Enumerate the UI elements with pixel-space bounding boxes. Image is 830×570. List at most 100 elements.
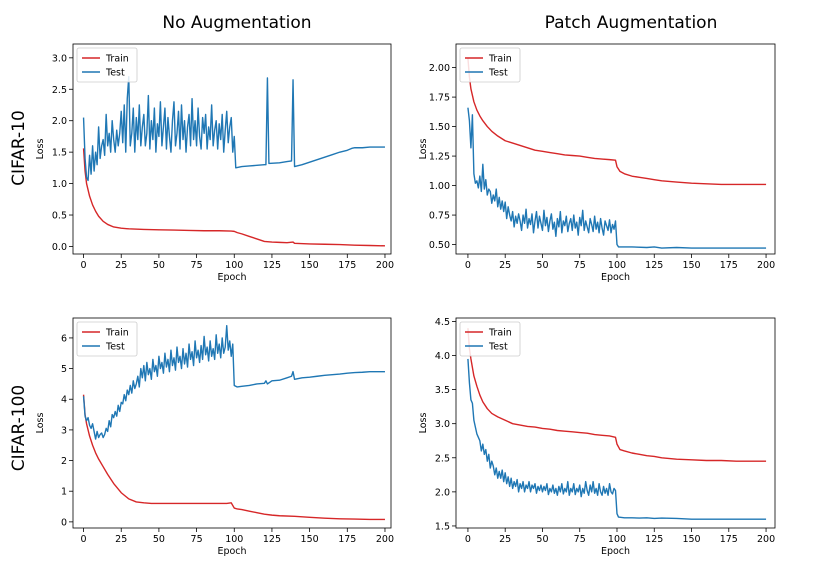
chart-panel: 0 25 50 75 100 125 150 175 200 0.0 0.5 1.0 1.5 2.0 2.5… xyxy=(35,43,394,283)
x-axis-label: Epoch xyxy=(601,546,630,557)
x-tick-label: 75 xyxy=(191,534,203,545)
y-tick-label: 1.5 xyxy=(435,521,450,532)
legend-box xyxy=(459,47,521,83)
x-tick-label: 150 xyxy=(301,534,319,545)
x-tick-label: 175 xyxy=(338,534,356,545)
col-title-no-augmentation: No Augmentation xyxy=(162,13,311,33)
y-tick-label: 1.50 xyxy=(429,122,450,133)
y-tick-label: 5 xyxy=(61,364,67,375)
y-axis-label: Loss xyxy=(418,413,429,434)
legend-label-test: Test xyxy=(105,68,125,79)
y-tick-label: 3.0 xyxy=(435,419,450,430)
x-tick-label: 125 xyxy=(645,534,663,545)
x-tick-label: 175 xyxy=(720,534,738,545)
y-tick-label: 4.0 xyxy=(435,351,450,362)
x-tick-label: 150 xyxy=(682,534,700,545)
x-tick-label: 175 xyxy=(338,260,356,271)
legend-label-test: Test xyxy=(105,342,125,353)
y-tick-label: 0.75 xyxy=(429,211,450,222)
chart-panel: 0 25 50 75 100 125 150 175 200 1.5 2.0 2.5 3.0 3.5 4.0… xyxy=(418,317,776,557)
chart-panel: 0 25 50 75 100 125 150 175 200 0 1 2 3 4 5 6 Epoch Loss Tr… xyxy=(35,317,394,557)
chart-panel: 0 25 50 75 100 125 150 175 200 0.50 0.75 1.00 1.25 1.… xyxy=(418,43,776,283)
x-tick-label: 25 xyxy=(115,534,127,545)
legend-box xyxy=(76,47,138,83)
series-line-train xyxy=(82,394,385,521)
x-tick-label: 0 xyxy=(465,534,471,545)
series-line-test xyxy=(467,358,767,520)
series-line-train xyxy=(82,148,385,247)
x-tick-label: 200 xyxy=(376,534,394,545)
axes-frame xyxy=(455,317,776,529)
legend: Train Test xyxy=(76,321,138,357)
x-tick-label: 200 xyxy=(757,534,775,545)
y-tick-label: 2 xyxy=(61,456,67,467)
x-axis-label: Epoch xyxy=(217,546,246,557)
x-tick-label: 100 xyxy=(608,260,626,271)
y-tick-label: 1.5 xyxy=(52,148,67,159)
x-tick-label: 75 xyxy=(574,260,586,271)
y-tick-label: 0.5 xyxy=(52,211,67,222)
x-tick-label: 175 xyxy=(720,260,738,271)
legend: Train Test xyxy=(459,321,521,357)
y-tick-label: 1.00 xyxy=(429,181,450,192)
legend: Train Test xyxy=(76,47,138,83)
axes-frame xyxy=(72,43,392,255)
row-title-cifar-10: CIFAR-10 xyxy=(9,110,29,186)
y-axis-label: Loss xyxy=(35,139,46,160)
y-tick-label: 3.5 xyxy=(435,385,450,396)
x-tick-label: 100 xyxy=(225,260,243,271)
y-tick-label: 0 xyxy=(61,517,67,528)
y-tick-label: 1.0 xyxy=(52,179,67,190)
x-tick-label: 0 xyxy=(81,534,87,545)
x-tick-label: 125 xyxy=(645,260,663,271)
legend-label-train: Train xyxy=(488,54,512,65)
x-tick-label: 75 xyxy=(574,534,586,545)
row-title-cifar-100: CIFAR-100 xyxy=(9,385,29,471)
y-tick-label: 0.50 xyxy=(429,240,450,251)
legend-label-train: Train xyxy=(105,328,129,339)
axes-frame xyxy=(455,43,776,255)
series-line-test xyxy=(467,107,767,249)
legend-box xyxy=(76,321,138,357)
y-tick-label: 3.0 xyxy=(52,53,67,64)
legend: Train Test xyxy=(459,47,521,83)
y-tick-label: 2.0 xyxy=(435,487,450,498)
y-axis-label: Loss xyxy=(35,413,46,434)
x-tick-label: 25 xyxy=(499,260,511,271)
x-tick-label: 25 xyxy=(115,260,127,271)
series-line-train xyxy=(467,58,767,186)
axes-frame xyxy=(72,317,392,529)
y-tick-label: 6 xyxy=(61,333,67,344)
x-tick-label: 200 xyxy=(757,260,775,271)
x-tick-label: 125 xyxy=(263,260,281,271)
x-tick-label: 0 xyxy=(81,260,87,271)
x-tick-label: 100 xyxy=(225,534,243,545)
legend-box xyxy=(459,321,521,357)
x-tick-label: 50 xyxy=(153,534,165,545)
x-tick-label: 200 xyxy=(376,260,394,271)
x-axis-label: Epoch xyxy=(217,272,246,283)
x-tick-label: 150 xyxy=(301,260,319,271)
y-tick-label: 4 xyxy=(61,395,67,406)
legend-label-train: Train xyxy=(105,54,129,65)
col-title-patch-augmentation: Patch Augmentation xyxy=(545,13,718,33)
y-tick-label: 2.5 xyxy=(52,85,67,96)
y-tick-label: 1.75 xyxy=(429,93,450,104)
y-tick-label: 2.0 xyxy=(52,116,67,127)
series-line-test xyxy=(82,324,385,440)
x-tick-label: 75 xyxy=(191,260,203,271)
x-tick-label: 125 xyxy=(263,534,281,545)
y-tick-label: 2.5 xyxy=(435,453,450,464)
x-tick-label: 150 xyxy=(682,260,700,271)
x-tick-label: 100 xyxy=(608,534,626,545)
x-tick-label: 0 xyxy=(465,260,471,271)
x-tick-label: 50 xyxy=(153,260,165,271)
y-tick-label: 1 xyxy=(61,487,67,498)
x-tick-label: 25 xyxy=(499,534,511,545)
y-tick-label: 4.5 xyxy=(435,317,450,328)
x-tick-label: 50 xyxy=(536,260,548,271)
legend-label-test: Test xyxy=(488,342,508,353)
y-tick-label: 2.00 xyxy=(429,63,450,74)
y-tick-label: 0.0 xyxy=(52,242,67,253)
